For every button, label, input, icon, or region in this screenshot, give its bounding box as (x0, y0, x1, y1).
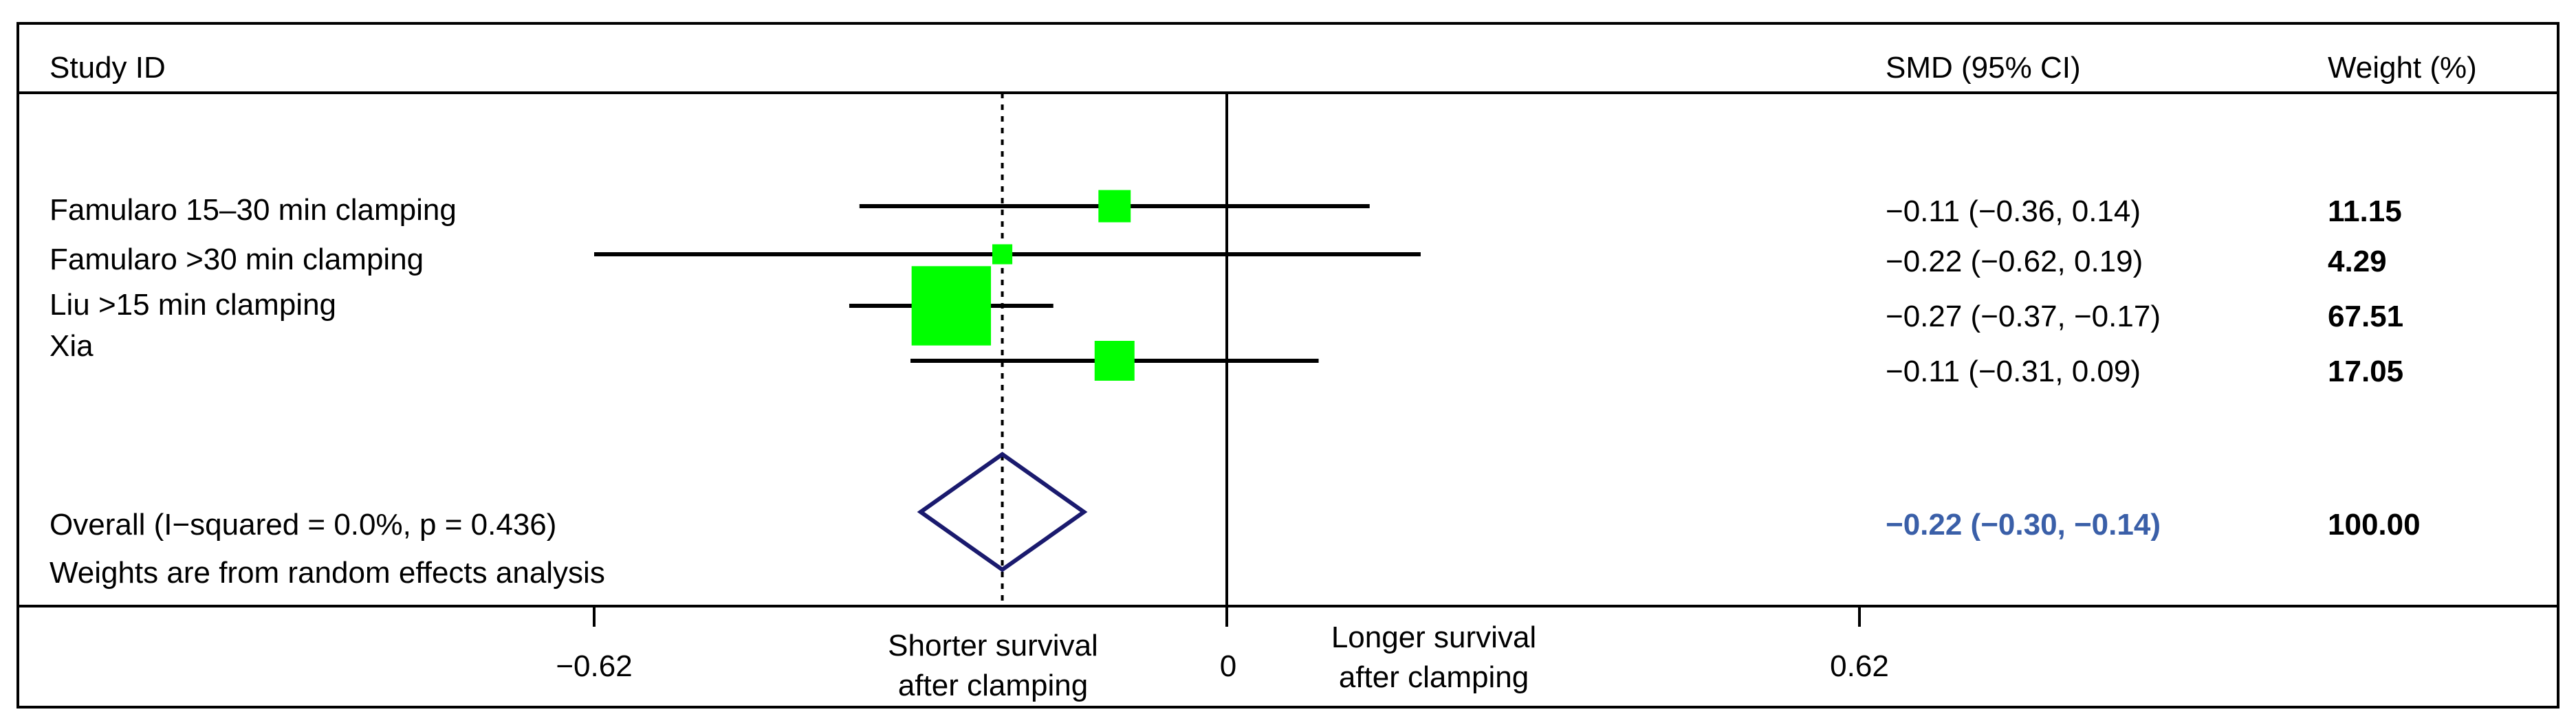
study-ci: −0.11 (−0.31, 0.09) (1886, 355, 2141, 388)
overall-label: Overall (I−squared = 0.0%, p = 0.436) (50, 508, 556, 542)
study-weight: 67.51 (2328, 300, 2403, 333)
left-direction-label-line2: after clamping (898, 669, 1088, 702)
header-study-id: Study ID (50, 51, 166, 85)
study-ci: −0.27 (−0.37, −0.17) (1886, 300, 2161, 333)
x-axis: −0.62 0 0.62 (556, 606, 1889, 683)
left-direction-label-line1: Shorter survival (888, 629, 1098, 662)
weights-note: Weights are from random effects analysis (50, 556, 605, 590)
plot-frame (17, 22, 2559, 709)
study-ci: −0.22 (−0.62, 0.19) (1886, 245, 2143, 278)
study-name: Famularo 15–30 min clamping (50, 193, 457, 227)
effect-marker (911, 266, 992, 346)
overall-weight: 100.00 (2328, 508, 2421, 542)
right-direction-label-line2: after clamping (1339, 660, 1529, 694)
study-name: Famularo >30 min clamping (50, 243, 424, 276)
x-tick-label: 0.62 (1830, 649, 1889, 683)
overall-ci: −0.22 (−0.30, −0.14) (1886, 508, 2161, 542)
header-smd: SMD (95% CI) (1886, 51, 2081, 85)
effect-marker (992, 244, 1013, 265)
study-rows: Famularo 15–30 min clamping −0.11 (−0.36,… (50, 190, 2403, 388)
right-direction-label-line1: Longer survival (1331, 621, 1536, 654)
study-name: Xia (50, 329, 94, 363)
x-tick-label: −0.62 (556, 649, 632, 683)
x-tick-label: 0 (1220, 649, 1236, 683)
study-weight: 4.29 (2328, 245, 2387, 278)
effect-marker (1094, 341, 1135, 381)
header-weight: Weight (%) (2328, 51, 2477, 85)
overall-diamond (917, 451, 1088, 572)
study-ci: −0.11 (−0.36, 0.14) (1886, 194, 2141, 228)
study-name: Liu >15 min clamping (50, 288, 336, 322)
study-weight: 17.05 (2328, 355, 2403, 388)
effect-marker (1098, 190, 1131, 223)
study-weight: 11.15 (2328, 194, 2402, 228)
